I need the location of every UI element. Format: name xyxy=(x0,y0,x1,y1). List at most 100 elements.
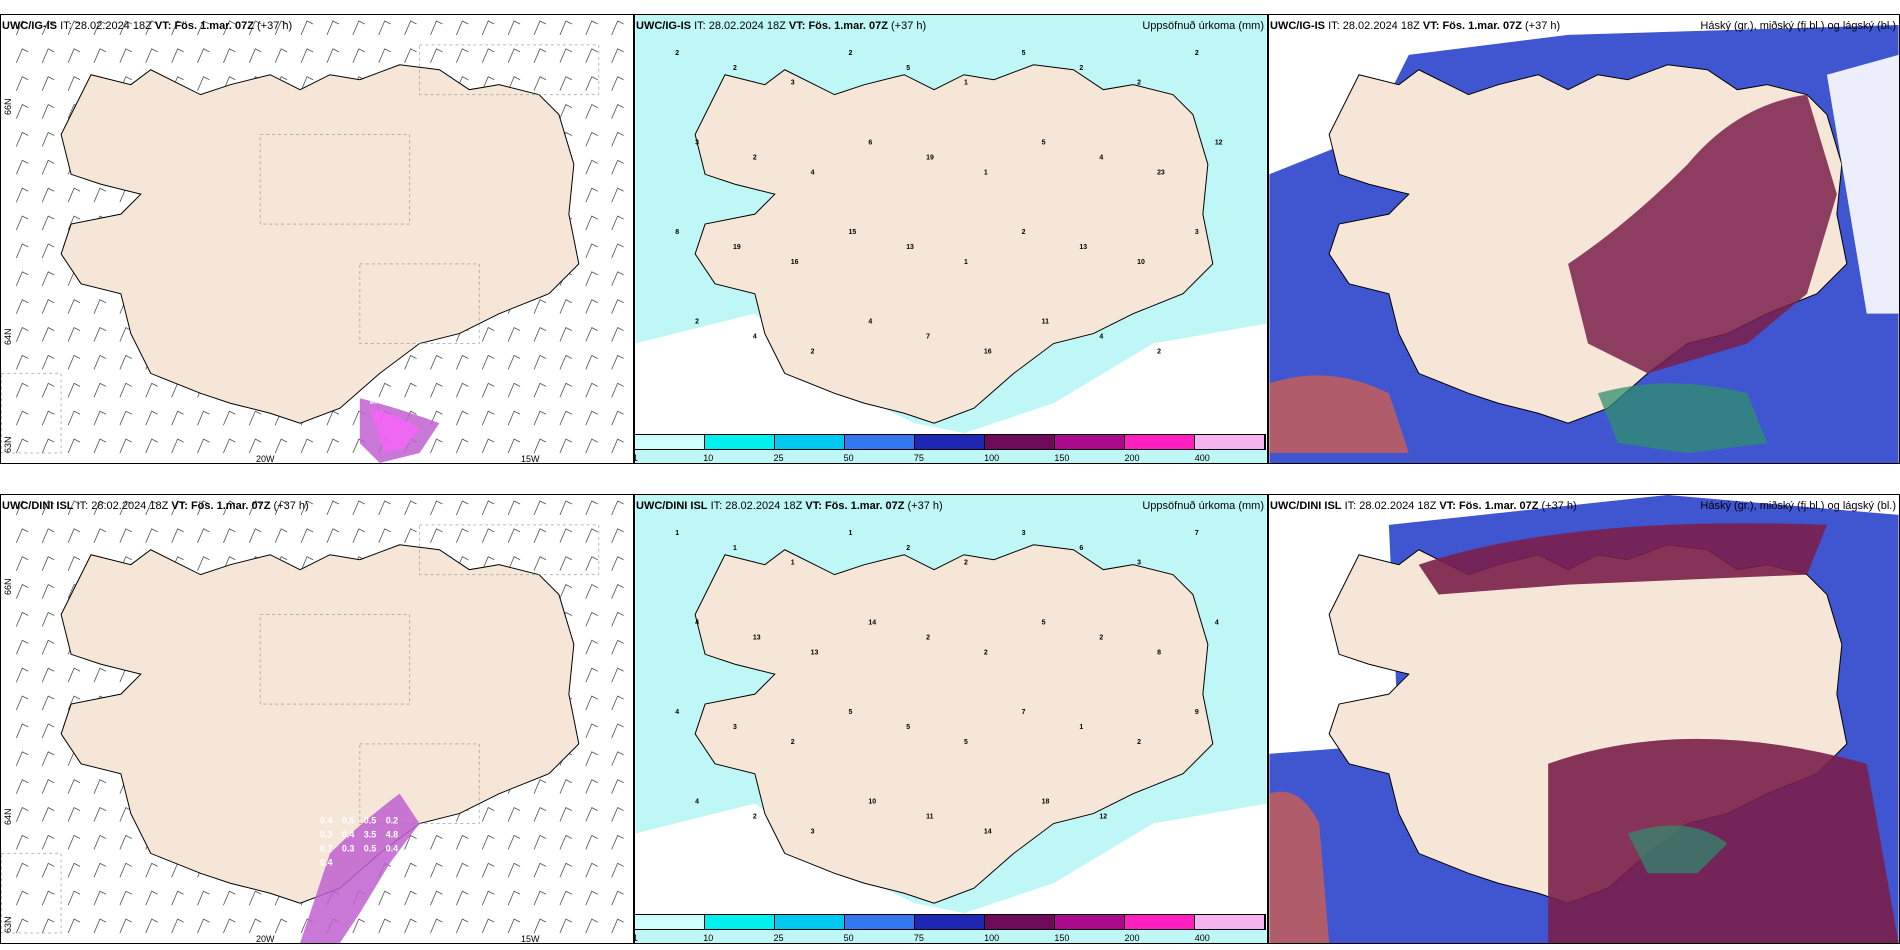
wind-barb xyxy=(41,639,55,655)
wind-barb xyxy=(119,48,133,63)
wind-barb xyxy=(378,20,391,36)
wind-barb xyxy=(611,611,624,627)
wind-barb xyxy=(585,20,598,36)
wind-barb xyxy=(585,834,598,850)
wind-barb xyxy=(15,159,29,175)
wind-barb xyxy=(171,438,184,454)
wind-barb xyxy=(300,556,314,571)
wind-barb xyxy=(456,918,469,934)
wind-barb xyxy=(611,862,624,878)
wind-barb xyxy=(93,528,107,543)
wind-barb xyxy=(533,890,547,906)
cloud-map-bottom xyxy=(1269,495,1899,943)
precip-value: 14 xyxy=(868,619,876,626)
cloud-map-top xyxy=(1269,15,1899,463)
wind-barb xyxy=(15,104,29,119)
wind-barb xyxy=(197,76,210,91)
wind-barb xyxy=(248,890,262,906)
precip-value: 3 xyxy=(1022,530,1026,537)
wind-barb xyxy=(93,382,107,398)
wind-barb xyxy=(300,76,314,91)
wind-barb xyxy=(533,807,547,822)
wind-barb xyxy=(481,410,495,426)
precip-value: 10 xyxy=(868,799,876,806)
wind-barb xyxy=(585,438,598,454)
precip-value: 0.4 xyxy=(320,816,332,826)
wind-barb xyxy=(378,528,391,543)
wind-barb xyxy=(197,500,210,516)
wind-barb xyxy=(197,410,210,426)
wind-barb xyxy=(326,410,340,426)
hatch-region xyxy=(1,372,62,454)
wind-barb xyxy=(533,438,547,454)
wind-barb xyxy=(611,438,624,454)
colorbar-swatch xyxy=(985,915,1055,929)
wind-barb xyxy=(585,556,598,571)
precip-value: 2 xyxy=(695,319,699,326)
precip-value: 4 xyxy=(675,709,679,716)
wind-barb xyxy=(171,500,184,516)
wind-barb xyxy=(585,918,598,934)
precip-value: 1 xyxy=(984,169,988,176)
precip-value: 12.2 xyxy=(435,395,452,405)
wind-barb xyxy=(15,354,29,370)
panel-header: UWC/DINI ISL IT: 28.02.2024 18Z VT: Fös.… xyxy=(1270,500,1577,512)
precip-value: 3 xyxy=(695,139,699,146)
wind-barb xyxy=(223,528,236,543)
precip-value: 2 xyxy=(811,348,815,355)
wind-barb xyxy=(119,382,133,398)
precip-value: 0.4 xyxy=(320,857,332,867)
wind-barb xyxy=(456,382,469,398)
wind-barb xyxy=(481,327,495,342)
precip-value: 18 xyxy=(1042,799,1050,806)
wind-barb xyxy=(533,556,547,571)
precip-colorbar-bottom: 1 10 25 50 75 100 150 200 400 xyxy=(633,914,1266,943)
wind-barb xyxy=(611,159,624,175)
precip-value: 5 xyxy=(848,709,852,716)
wind-barb xyxy=(67,354,81,370)
wind-barb xyxy=(585,187,598,203)
wind-barb xyxy=(430,862,443,878)
wind-barb xyxy=(559,48,573,63)
precip-value: 1 xyxy=(675,530,679,537)
precip-value: 1 xyxy=(848,530,852,537)
precip-map-panel-top: 2 2 3 2 5 1 5 2 2 2 3 2 4 6 19 1 5 4 23 12 8 19 16 15 13 1 2 13 10 3 2… xyxy=(634,14,1268,464)
wind-barb xyxy=(15,48,29,63)
wind-barb xyxy=(378,48,391,63)
wind-barb xyxy=(585,76,598,91)
wind-barb xyxy=(15,327,29,342)
wind-barb xyxy=(67,382,81,398)
wind-barb xyxy=(67,890,81,906)
wind-barb xyxy=(197,20,210,36)
wind-barb xyxy=(585,410,598,426)
wind-barb xyxy=(585,299,598,314)
wind-barb xyxy=(507,834,521,850)
wind-barb xyxy=(430,890,443,906)
wind-barb xyxy=(611,271,624,286)
wind-barb xyxy=(352,918,365,934)
colorbar-label: 100 xyxy=(984,933,1000,943)
wind-barb xyxy=(15,382,29,398)
wind-barb xyxy=(248,918,262,934)
precip-map-top: 2232515222324619154231281916151312131032… xyxy=(635,15,1267,463)
wind-barb xyxy=(507,438,521,454)
colorbar-swatch xyxy=(775,435,845,449)
precip-value: 1 xyxy=(964,80,968,87)
wind-barb xyxy=(585,215,598,231)
panel-header: UWC/DINI ISL IT: 28.02.2024 18Z VT: Fös.… xyxy=(2,500,309,512)
wind-barb xyxy=(481,76,495,91)
wind-barb xyxy=(456,20,469,36)
wind-barb xyxy=(585,695,598,711)
precip-value: 5 xyxy=(906,724,910,731)
wind-barb xyxy=(481,918,495,934)
wind-barb xyxy=(559,500,573,516)
colorbar-label: 75 xyxy=(913,933,924,943)
colorbar-swatch xyxy=(1055,915,1125,929)
wind-barb xyxy=(223,918,236,934)
wind-barb xyxy=(611,76,624,91)
wind-barb xyxy=(41,131,55,147)
wind-barb xyxy=(41,243,55,259)
wind-barb xyxy=(559,20,573,36)
wind-barb xyxy=(559,584,573,599)
hatch-region xyxy=(419,524,600,576)
